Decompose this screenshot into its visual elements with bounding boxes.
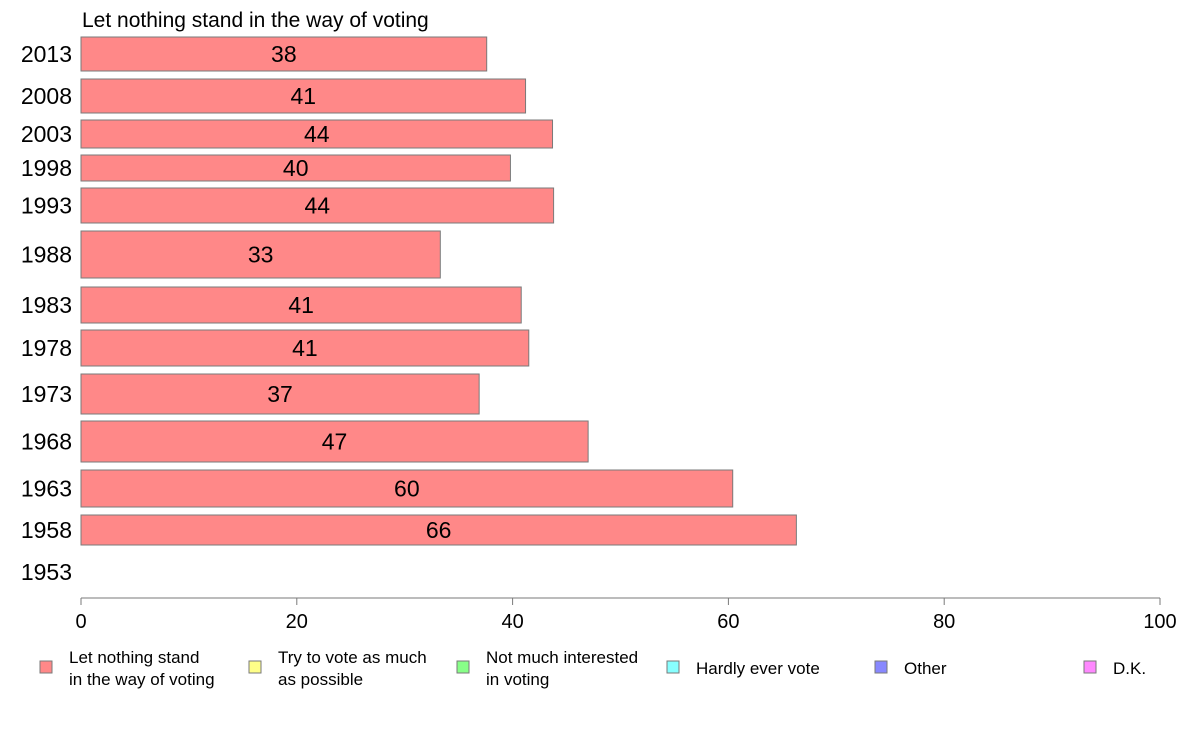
bar-2003 — [80, 119, 554, 149]
bar-1983 — [80, 286, 522, 324]
bar-2013 — [80, 36, 488, 72]
year-label-1988: 1988 — [21, 242, 72, 268]
bar-value-label-1963: 60 — [394, 476, 420, 502]
bar-value-label-2013: 38 — [271, 41, 297, 67]
legend-label-line: in voting — [486, 670, 549, 689]
x-tick-label-100: 100 — [1143, 611, 1176, 633]
legend-label-line: as possible — [278, 670, 363, 689]
year-label-1968: 1968 — [21, 429, 72, 455]
bar-1998 — [80, 154, 511, 182]
bar-value-label-1993: 44 — [305, 193, 331, 219]
bar-value-label-1978: 41 — [292, 335, 318, 361]
bar-1993 — [80, 187, 555, 224]
bar-1958 — [80, 514, 797, 546]
bar-1973 — [80, 373, 480, 415]
year-label-2003: 2003 — [21, 121, 72, 147]
bar-value-label-2003: 44 — [304, 121, 330, 147]
bar-2008 — [80, 78, 527, 114]
legend-label-3: Not much interested in voting — [486, 648, 638, 689]
bar-1988 — [80, 230, 441, 279]
bar-1963 — [80, 469, 734, 508]
x-tick-label-80: 80 — [933, 611, 955, 633]
year-label-1998: 1998 — [21, 155, 72, 181]
year-labels: 2013 2008 2003 1998 1993 1988 1983 1978 1973 1968… — [21, 41, 72, 585]
x-tick-label-0: 0 — [75, 611, 86, 633]
legend-label-line: in the way of voting — [69, 670, 215, 689]
year-label-2008: 2008 — [21, 83, 72, 109]
legend-swatch-5 — [874, 660, 888, 674]
bar-value-label-1988: 33 — [248, 242, 274, 268]
legend-label-line: Let nothing stand — [69, 648, 199, 667]
x-tick-label-60: 60 — [717, 611, 739, 633]
legend-label-2: Try to vote as much as possible — [278, 648, 427, 689]
legend-swatch-3 — [456, 660, 470, 674]
bar-value-label-1983: 41 — [288, 292, 314, 318]
year-label-2013: 2013 — [21, 41, 72, 67]
year-label-1983: 1983 — [21, 292, 72, 318]
legend: Let nothing stand in the way of voting Try… — [39, 648, 1146, 689]
bar-1968 — [80, 420, 589, 463]
year-label-1953: 1953 — [21, 559, 72, 585]
bar-1978 — [80, 329, 530, 367]
x-tick-label-20: 20 — [286, 611, 308, 633]
year-label-1958: 1958 — [21, 517, 72, 543]
legend-label-5: Other — [904, 659, 947, 678]
year-label-1963: 1963 — [21, 476, 72, 502]
x-tick-label-40: 40 — [501, 611, 523, 633]
year-label-1993: 1993 — [21, 193, 72, 219]
year-label-1973: 1973 — [21, 381, 72, 407]
legend-swatch-6 — [1083, 660, 1097, 674]
legend-label-1: Let nothing stand in the way of voting — [69, 648, 215, 689]
legend-label-line: Not much interested — [486, 648, 638, 667]
bar-value-label-1968: 47 — [322, 429, 348, 455]
legend-swatch-1 — [39, 660, 53, 674]
bar-value-label-1973: 37 — [267, 381, 293, 407]
x-axis: 0 20 40 60 80 100 — [75, 597, 1177, 633]
legend-label-line: Try to vote as much — [278, 648, 427, 667]
chart-title: Let nothing stand in the way of voting — [82, 9, 429, 32]
legend-label-6: D.K. — [1113, 659, 1146, 678]
year-label-1978: 1978 — [21, 335, 72, 361]
legend-swatch-4 — [666, 660, 680, 674]
legend-swatch-2 — [248, 660, 262, 674]
bar-value-label-1958: 66 — [426, 517, 452, 543]
legend-label-4: Hardly ever vote — [696, 659, 820, 678]
bar-value-label-1998: 40 — [283, 155, 309, 181]
bar-value-label-2008: 41 — [290, 83, 316, 109]
